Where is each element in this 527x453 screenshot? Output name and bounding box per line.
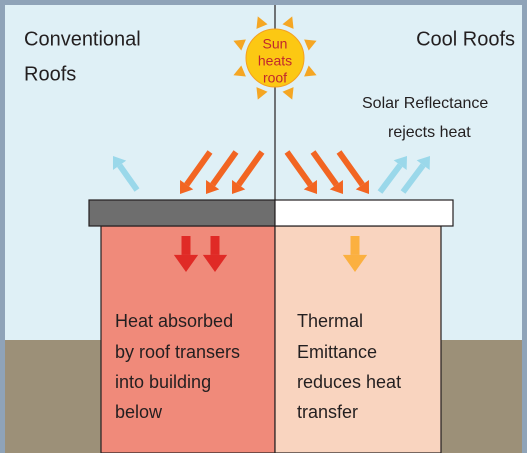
dark-roof <box>89 200 275 226</box>
right-body: transfer <box>297 402 358 422</box>
left-body: by roof transers <box>115 342 240 362</box>
diagram: Conventional Roofs Cool Roofs Solar Refl… <box>0 0 527 453</box>
right-title: Cool Roofs <box>416 28 515 50</box>
left-title: Roofs <box>24 63 76 85</box>
left-title: Conventional <box>24 28 141 50</box>
right-note: Solar Reflectance <box>362 95 488 112</box>
right-body: Thermal <box>297 311 363 331</box>
right-body: reduces heat <box>297 372 401 392</box>
white-roof <box>275 200 453 226</box>
sun-label: Sun <box>263 36 288 52</box>
sun-label: roof <box>263 70 287 86</box>
sun-label: heats <box>258 53 292 69</box>
right-note: rejects heat <box>388 124 471 141</box>
left-body: Heat absorbed <box>115 311 233 331</box>
right-body: Emittance <box>297 342 377 362</box>
left-body: below <box>115 402 163 422</box>
left-body: into building <box>115 372 211 392</box>
